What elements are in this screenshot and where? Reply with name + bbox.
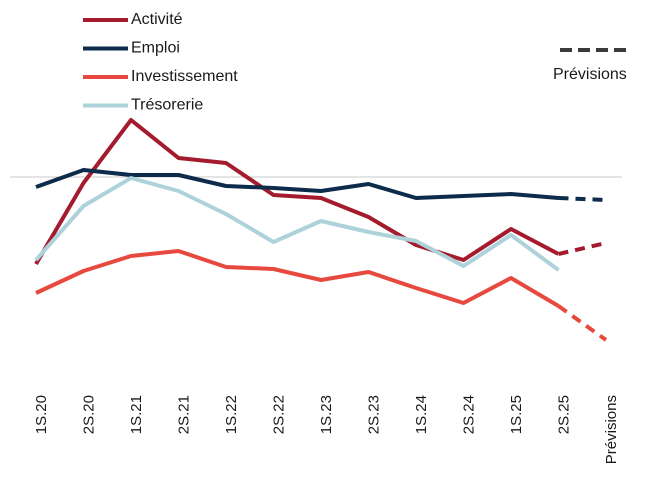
- forecast-line: [558, 241, 607, 256]
- legend-label: Activité: [131, 11, 183, 28]
- legend-label: Emploi: [131, 40, 180, 57]
- x-tick-label: 2S.25: [555, 395, 572, 434]
- series-line: [34, 118, 560, 266]
- x-tick-label: Prévisions: [603, 395, 620, 464]
- x-tick-label: 2S.24: [460, 395, 477, 434]
- x-tick-label: 1S.22: [223, 395, 240, 434]
- x-tick-label: 1S.25: [508, 395, 525, 434]
- x-tick-label: 1S.21: [128, 395, 145, 434]
- series-line: [35, 249, 560, 308]
- series-line: [35, 168, 559, 200]
- forecast-legend-label: Prévisions: [553, 66, 627, 83]
- x-tick-label: 2S.21: [175, 395, 192, 434]
- x-tick-label: 2S.20: [80, 395, 97, 434]
- x-tick-label: 2S.23: [365, 395, 382, 434]
- legend-label: Trésorerie: [131, 97, 203, 114]
- x-tick-label: 1S.24: [413, 395, 430, 434]
- x-tick-label: 1S.23: [318, 395, 335, 434]
- x-tick-label: 1S.20: [33, 395, 50, 434]
- forecast-line: [557, 304, 608, 342]
- legend-label: Investissement: [131, 68, 238, 85]
- x-tick-label: 2S.22: [270, 395, 287, 434]
- forecast-line: [558, 196, 607, 202]
- series-line: [34, 176, 560, 272]
